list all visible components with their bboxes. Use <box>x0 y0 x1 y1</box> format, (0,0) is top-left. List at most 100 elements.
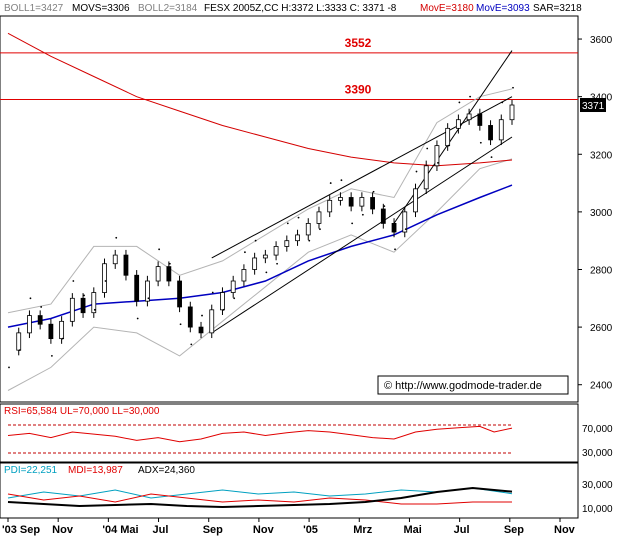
sar-dot <box>458 101 461 104</box>
x-tick-label: Nov <box>554 524 576 536</box>
candle-body <box>380 208 386 224</box>
candle-body <box>155 266 161 282</box>
candle-body <box>348 197 354 207</box>
rsi-plot-area <box>7 424 513 454</box>
sar-label: SAR=3218 <box>533 3 582 14</box>
candle-body <box>434 145 440 167</box>
candle-body <box>145 280 150 302</box>
candle-body <box>252 257 258 270</box>
rsi-tick-30: 30,000 <box>582 448 613 459</box>
sar-dot <box>40 306 43 308</box>
sar-dot <box>447 144 450 147</box>
pdi-header: PDI=22,251 <box>4 465 58 476</box>
bollinger-upper-line <box>7 88 513 314</box>
candle-body <box>241 269 247 282</box>
y-tick-label: 2400 <box>590 381 613 392</box>
adx-header: ADX=24,360 <box>138 465 195 476</box>
candle-body <box>477 113 483 126</box>
candle-body <box>423 165 429 190</box>
last-price-tag <box>580 98 606 113</box>
sar-dot <box>104 280 107 282</box>
sar-dot <box>254 239 257 242</box>
candle-body <box>16 332 22 351</box>
candle-body <box>166 266 172 282</box>
candle-body <box>509 104 515 121</box>
adx-line <box>7 486 513 509</box>
candle-body <box>177 280 182 308</box>
candle-body <box>466 113 472 121</box>
candle-body <box>123 254 129 276</box>
sar-dot <box>18 349 21 352</box>
candle-body <box>498 119 504 141</box>
mdi-header: MDI=13,987 <box>68 465 123 476</box>
candle-body <box>59 320 65 340</box>
sar-dot <box>286 222 289 225</box>
sar-dot <box>136 317 139 320</box>
candle-body <box>284 240 290 247</box>
sar-dot <box>319 228 321 231</box>
candle-body <box>102 263 107 293</box>
trend-line <box>393 50 513 224</box>
x-tick-label: Mai <box>403 524 421 536</box>
candle-body <box>327 199 333 213</box>
sar-dot <box>469 95 472 98</box>
time-axis: '03 Sep Nov '04 Mai Jul Sep Nov '05 Mrz Mai Jul Se… <box>2 518 576 536</box>
sar-dot <box>61 337 64 340</box>
sar-dot <box>426 147 429 150</box>
sar-dot <box>308 239 311 242</box>
copyright-text: © http://www.godmode-trader.de <box>384 380 542 392</box>
move-red-label: MovE=3180 <box>420 3 474 14</box>
x-tick-label: Jul <box>153 524 169 536</box>
sar-dot <box>168 262 171 265</box>
candle-body <box>262 254 268 259</box>
y-tick-label: 2800 <box>590 265 613 276</box>
x-tick-label: Sep <box>203 524 223 536</box>
adx-tick-30: 30,000 <box>582 480 613 491</box>
contract-label: FESX 2005Z,CC H:3372 L:3333 C: 3371 -8 <box>204 3 397 14</box>
sar-dot <box>147 297 150 300</box>
x-tick-label: '03 Sep <box>2 524 40 536</box>
sar-dot <box>72 280 75 282</box>
main-plot-frame <box>0 15 579 403</box>
candle-body <box>488 125 493 141</box>
candle-body <box>455 119 461 129</box>
rsi-panel-frame <box>0 403 579 463</box>
boll2-label: BOLL2=3184 <box>138 3 198 14</box>
x-tick-label: Sep <box>504 524 524 536</box>
trend-line <box>211 96 513 259</box>
sar-dot <box>340 179 343 182</box>
x-tick-label: Nov <box>52 524 74 536</box>
sar-dot <box>93 308 96 311</box>
adx-tick-10: 10,000 <box>582 504 613 515</box>
boll1-label: BOLL1=3427 <box>4 3 64 14</box>
sar-dot <box>383 205 386 208</box>
rsi-tick-70: 70,000 <box>582 424 613 435</box>
sar-dot <box>126 257 128 259</box>
candle-body <box>305 223 311 236</box>
copyright-box <box>377 375 569 395</box>
candle-body <box>273 246 279 256</box>
sar-dot <box>8 366 10 369</box>
y-tick-label: 3600 <box>590 35 613 46</box>
adx-plot-area <box>7 486 513 509</box>
adx-panel-frame <box>0 462 579 519</box>
candle-body <box>316 211 322 224</box>
sar-dot <box>29 297 32 300</box>
sar-dot <box>329 182 332 184</box>
price-axis: 2400260028003000320034003600 <box>578 35 613 392</box>
sar-dot <box>265 271 268 274</box>
pdi-line <box>7 487 513 499</box>
sar-dot <box>158 248 161 251</box>
trend-line <box>211 136 513 334</box>
sar-dot <box>372 190 375 193</box>
candle-body <box>370 197 375 210</box>
last-price-value: 3371 <box>582 101 605 112</box>
bollinger-lower-line <box>7 158 513 391</box>
sar-dot <box>415 170 418 173</box>
sar-dot <box>211 291 214 294</box>
candle-body <box>230 280 236 293</box>
y-tick-label: 3000 <box>590 208 613 219</box>
sar-dot <box>361 213 364 216</box>
movs-label: MOVS=3306 <box>72 3 130 14</box>
